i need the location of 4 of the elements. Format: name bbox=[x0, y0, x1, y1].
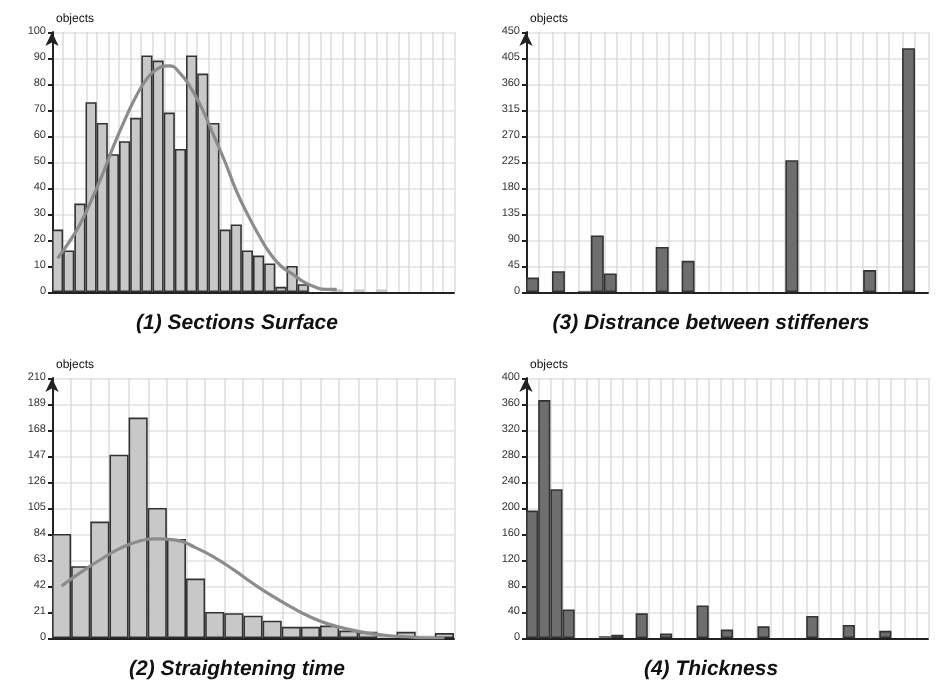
text: (1) Sections Surface bbox=[136, 311, 339, 335]
text: (4) Thickness bbox=[643, 656, 779, 680]
text: (3) Distrance between stiffeners bbox=[552, 311, 870, 335]
text: (2) Straightening time bbox=[129, 656, 346, 680]
